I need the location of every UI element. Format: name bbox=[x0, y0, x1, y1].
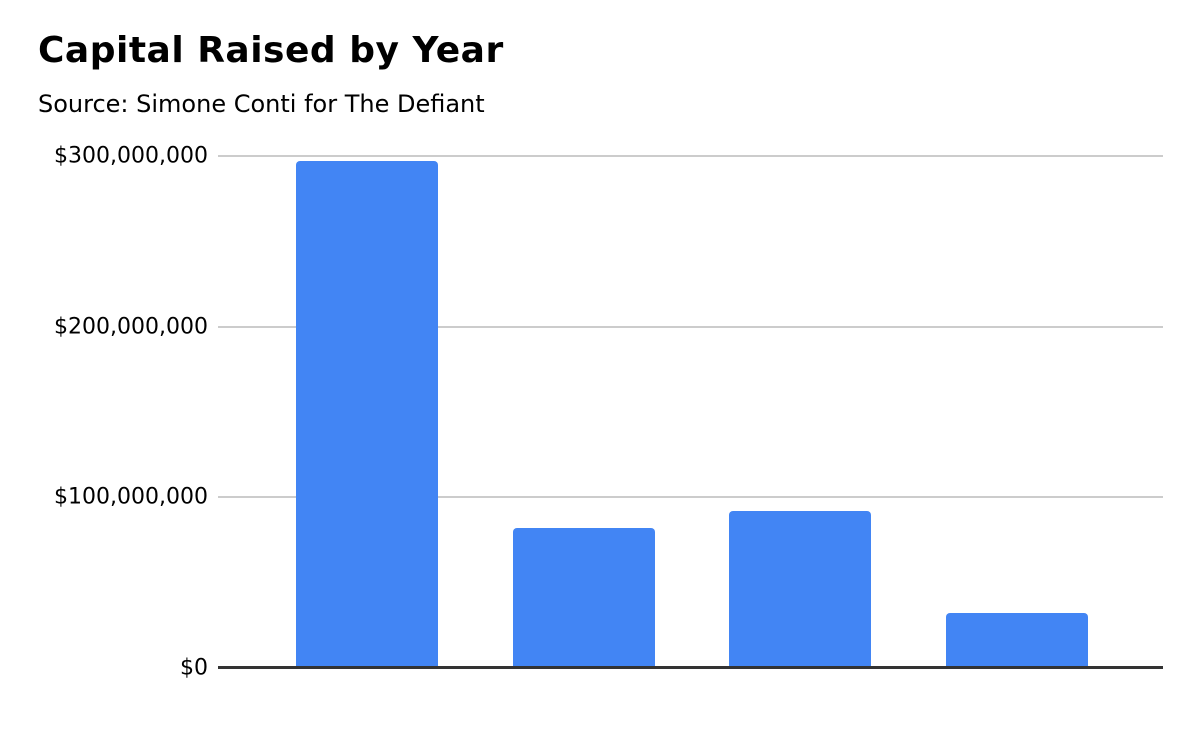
y-tick-label: $0 bbox=[180, 655, 208, 681]
bar-slot-2020 bbox=[909, 156, 1126, 668]
bar-chart: $0$100,000,000$200,000,000$300,000,000 2… bbox=[0, 144, 1200, 681]
bar-2020 bbox=[945, 613, 1088, 668]
x-axis-line bbox=[218, 666, 1163, 669]
bar-slot-2019 bbox=[692, 156, 909, 668]
gridline bbox=[218, 155, 1163, 157]
bar-2018 bbox=[512, 528, 655, 668]
y-tick-label: $200,000,000 bbox=[54, 314, 208, 340]
y-tick-label: $300,000,000 bbox=[54, 143, 208, 169]
bar-2017 bbox=[296, 161, 439, 668]
bars-layer bbox=[259, 156, 1125, 668]
y-axis-labels: $0 $100,000,000 $200,000,000 $300,000,000 bbox=[0, 144, 208, 681]
chart-title: Capital Raised by Year bbox=[38, 30, 504, 71]
bar-slot-2017 bbox=[259, 156, 476, 668]
gridline bbox=[218, 325, 1163, 328]
bar-slot-2018 bbox=[476, 156, 693, 668]
bar-2019 bbox=[729, 511, 872, 668]
y-tick-label: $100,000,000 bbox=[54, 484, 208, 510]
gridline bbox=[218, 496, 1163, 499]
chart-source-subtitle: Source: Simone Conti for The Defiant bbox=[38, 90, 485, 118]
plot-area bbox=[218, 155, 1163, 669]
